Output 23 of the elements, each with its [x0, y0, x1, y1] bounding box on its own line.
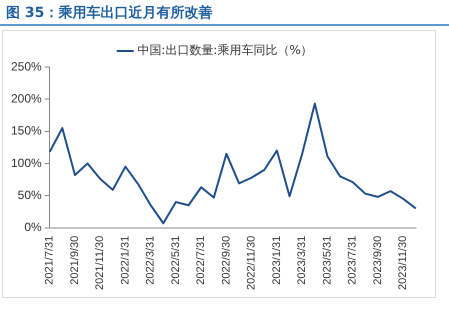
y-tick-label: 50% [18, 188, 42, 202]
legend-label: 中国:出口数量:乘用车同比（%） [137, 43, 313, 58]
y-tick-label: 100% [10, 156, 42, 170]
x-tick-label: 2021/11/30 [94, 236, 106, 290]
x-tick-label: 2022/11/30 [246, 236, 258, 290]
y-tick-label: 200% [10, 91, 42, 106]
y-tick-label: 150% [10, 124, 42, 138]
x-tick-label: 2023/11/30 [397, 236, 410, 290]
x-tick-label: 2023/5/31 [321, 236, 334, 285]
x-tick-label: 2021/7/31 [44, 236, 56, 285]
x-tick-label: 2023/3/31 [296, 236, 308, 285]
x-tick-label: 2022/1/31 [119, 236, 132, 285]
y-tick-label: 0% [24, 220, 42, 234]
x-tick-label: 2022/7/31 [195, 236, 208, 285]
x-tick-label: 2023/1/31 [270, 236, 283, 285]
x-tick-label: 2022/9/30 [220, 236, 232, 285]
y-tick-label: 250% [10, 59, 42, 74]
x-tick-label: 2021/9/30 [68, 236, 81, 285]
x-tick-label: 2023/7/31 [346, 236, 359, 285]
x-tick-label: 2022/5/31 [170, 236, 182, 285]
chart-title: 图 35：乘用车出口近月有所改善 [6, 4, 212, 22]
x-tick-label: 2022/3/31 [144, 236, 157, 285]
x-tick-label: 2023/9/30 [372, 236, 384, 285]
